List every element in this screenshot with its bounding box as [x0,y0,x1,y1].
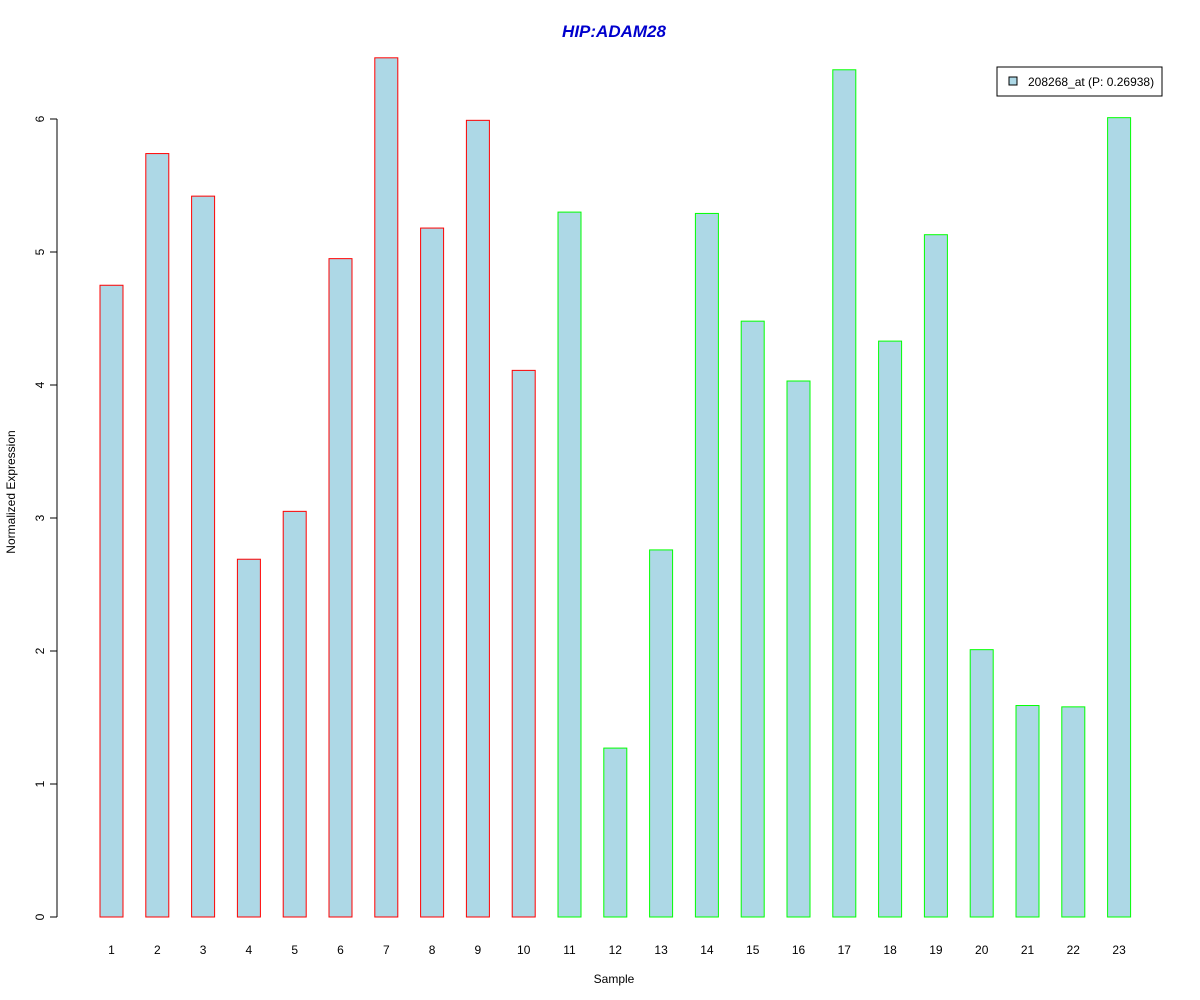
chart-title: HIP:ADAM28 [562,22,666,41]
bar [832,69,857,918]
x-tick-labels: 1 2 3 4 5 6 7 8 9 10 11 12 13 14 15 16 17 18 19 20 21 22 23 [108,943,1126,957]
x-tick-label: 22 [1067,943,1081,957]
x-tick-label: 3 [200,943,207,957]
x-tick-label: 9 [475,943,482,957]
legend: 208268_at (P: 0.26938) [996,66,1163,97]
bar [694,212,719,918]
x-tick-label: 5 [291,943,298,957]
bar [740,320,765,918]
x-tick-label: 23 [1112,943,1126,957]
bar [374,57,399,918]
y-tick-label: 3 [33,514,47,521]
y-axis-label: Normalized Expression [4,430,18,553]
bar [603,747,628,918]
x-tick-label: 12 [609,943,623,957]
x-tick-label: 14 [700,943,714,957]
bar [420,227,445,918]
x-tick-label: 1 [108,943,115,957]
x-tick-label: 15 [746,943,760,957]
x-tick-label: 2 [154,943,161,957]
x-tick-label: 18 [883,943,897,957]
bar [145,153,170,918]
x-tick-label: 6 [337,943,344,957]
x-tick-label: 7 [383,943,390,957]
x-axis-label: Sample [594,972,635,986]
bar [649,549,674,918]
bar [511,369,536,918]
y-tick-label: 1 [33,780,47,787]
bar [1107,117,1132,918]
legend-label: 208268_at (P: 0.26938) [1028,75,1154,89]
bar [236,558,261,918]
x-tick-label: 13 [654,943,668,957]
x-tick-label: 4 [246,943,253,957]
bar [557,211,582,918]
bar [923,234,948,918]
bar [191,195,216,918]
y-axis: 0 1 2 3 4 5 6 [33,115,58,920]
x-tick-label: 19 [929,943,943,957]
legend-box [996,66,1163,97]
y-tick-label: 2 [33,647,47,654]
x-tick-label: 21 [1021,943,1035,957]
y-tick-label: 4 [33,381,47,388]
bar [1061,706,1086,918]
bar [1015,705,1040,918]
bar [878,340,903,918]
x-tick-label: 17 [838,943,852,957]
x-tick-label: 11 [563,943,576,957]
bar [969,649,994,918]
y-tick-label: 0 [33,913,47,920]
bar [99,284,124,918]
bar [328,258,353,918]
bar [465,119,490,918]
bar [282,510,307,918]
x-tick-label: 16 [792,943,806,957]
y-tick-label: 5 [33,248,47,255]
x-tick-label: 8 [429,943,436,957]
bars [99,57,1132,918]
x-tick-label: 20 [975,943,989,957]
bar [786,380,811,918]
legend-swatch [1008,76,1018,86]
x-tick-label: 10 [517,943,531,957]
y-tick-label: 6 [33,115,47,122]
